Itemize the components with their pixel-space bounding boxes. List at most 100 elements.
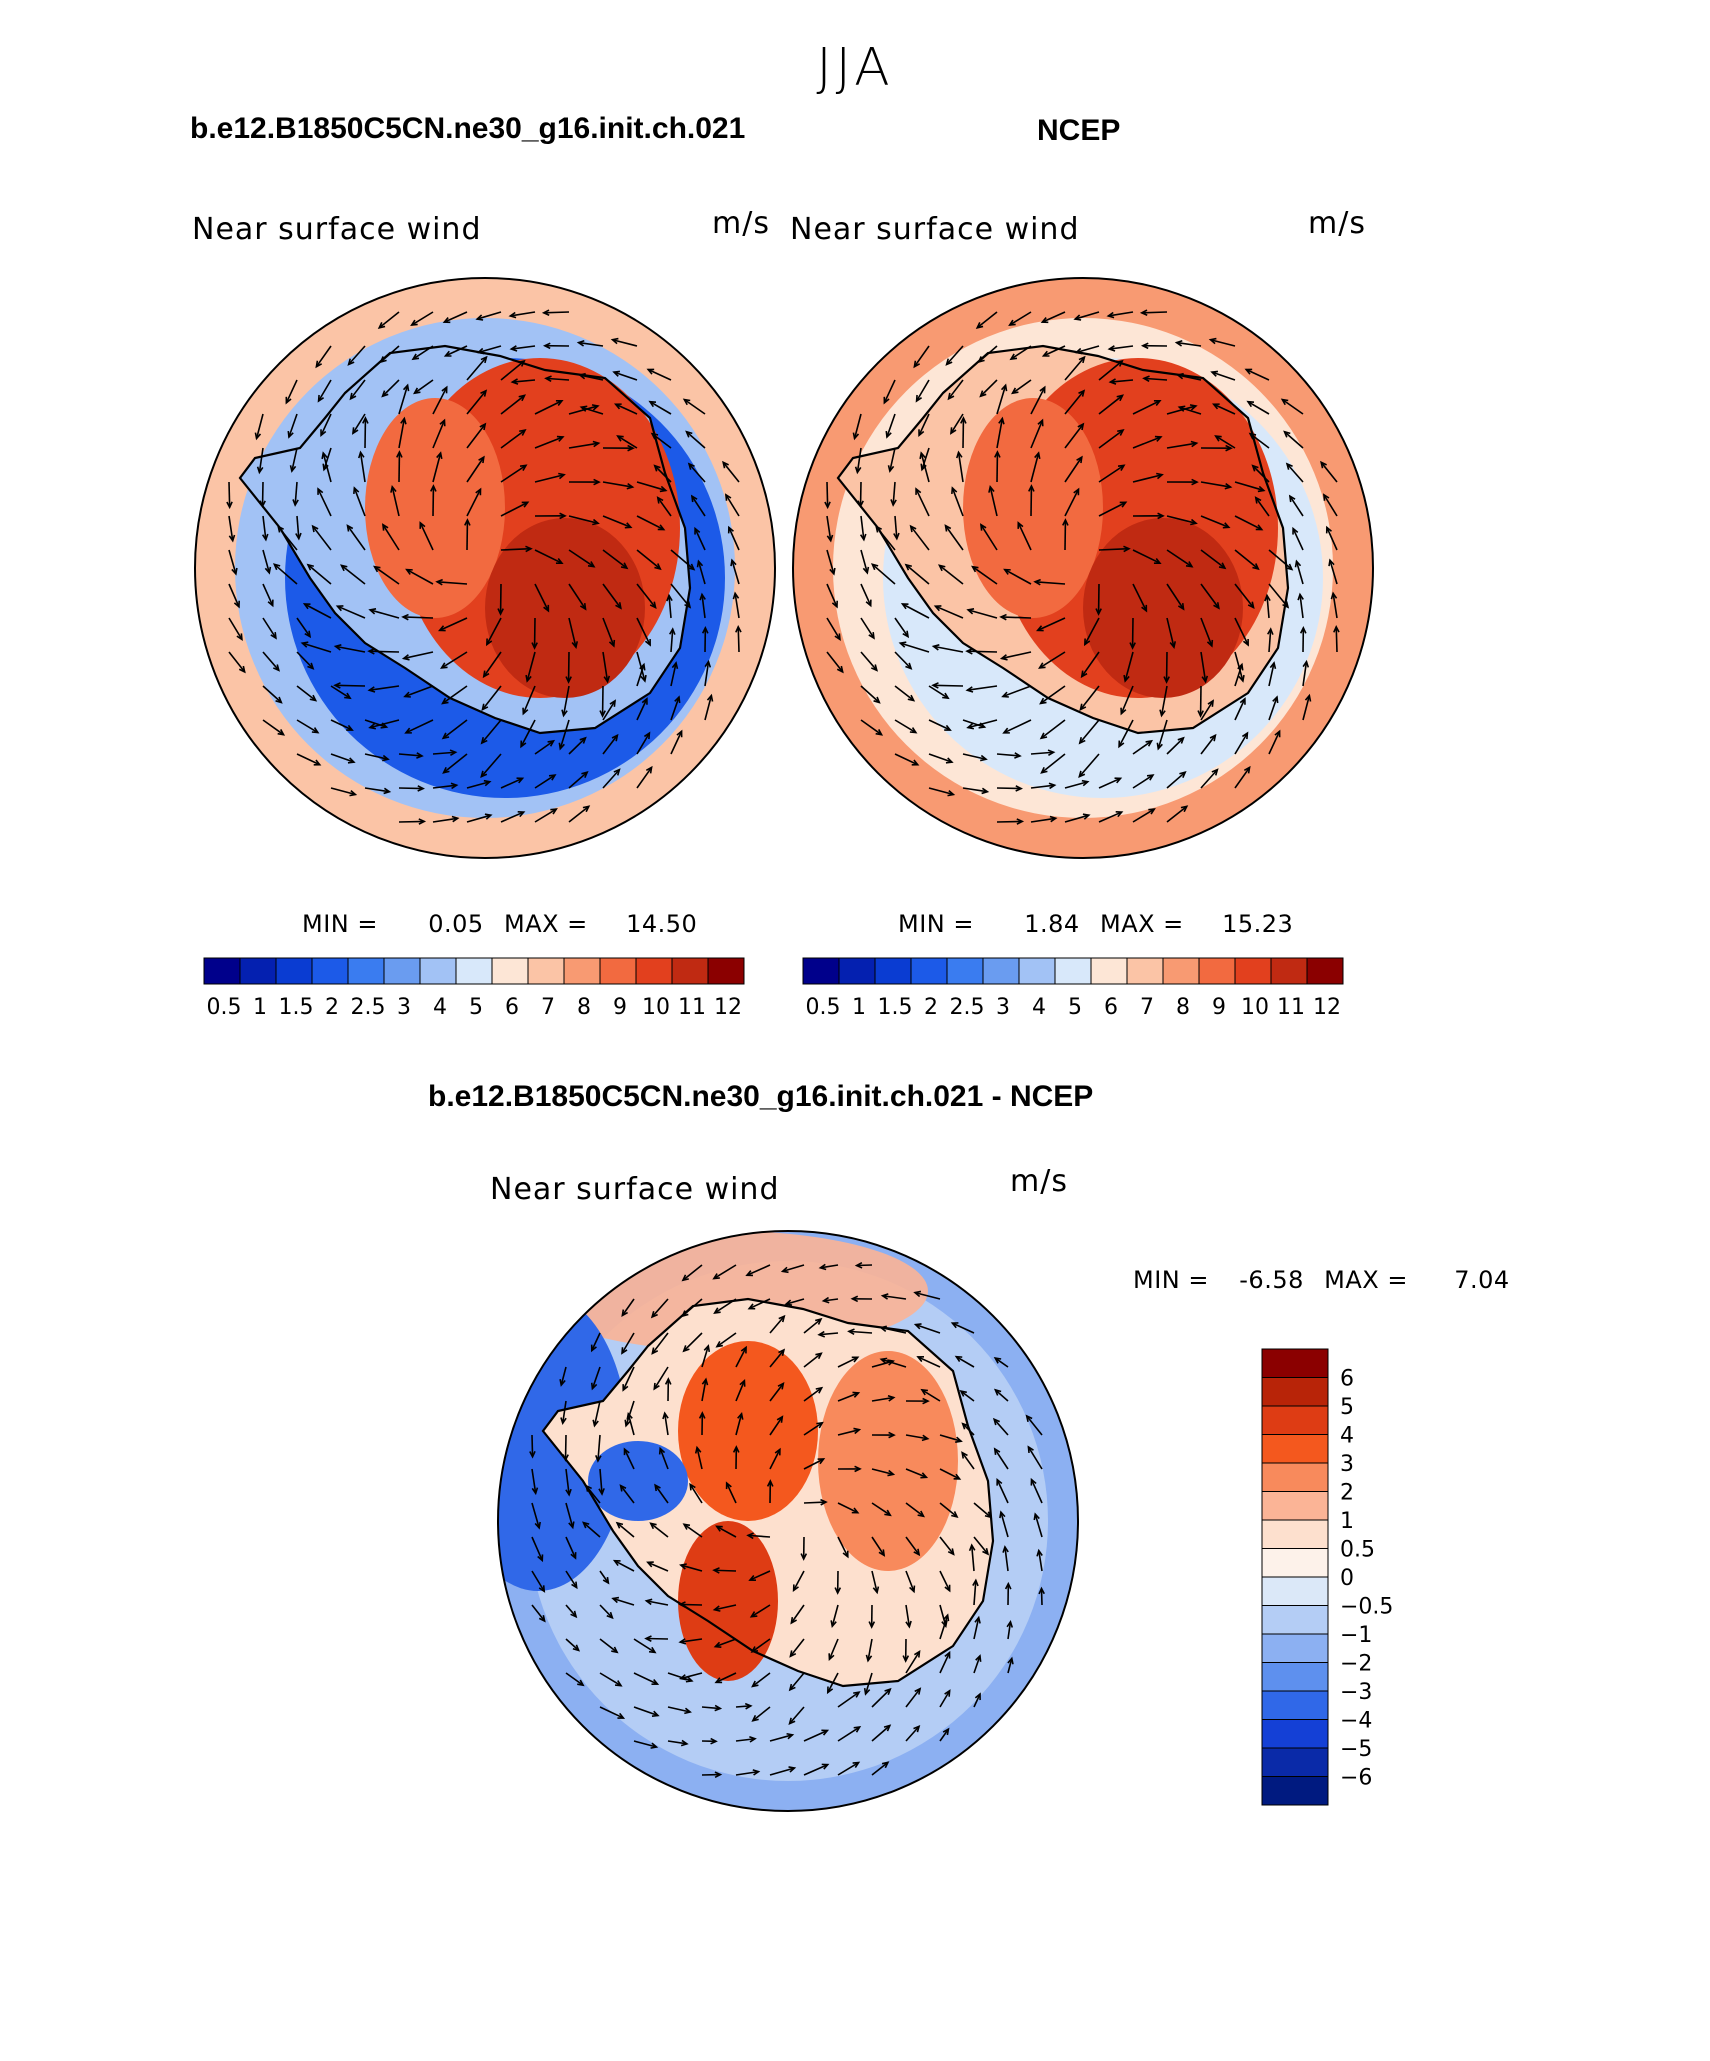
wind-vector [1004,1581,1012,1606]
wind-vector [437,617,468,632]
wind-vector [894,617,910,639]
wind-vector [678,1672,703,1681]
colorbar-box [1198,957,1236,985]
wind-vector [500,501,530,517]
wind-vector [928,719,952,731]
wind-vector [658,1446,669,1470]
wind-vector [1268,549,1294,571]
panel3-min-label: MIN = [1133,1266,1209,1294]
wind-vector [612,370,638,381]
wind-vector [432,782,459,790]
wind-vector [531,617,538,650]
wind-vector [834,1570,842,1595]
wind-vector [666,593,673,619]
colorbar-box [563,957,601,985]
wind-vector [919,451,930,483]
wind-vector [1234,549,1260,571]
coastline-ncep [836,344,1290,735]
wind-vector [254,413,264,441]
wind-vector [1132,435,1163,449]
wind-vector [1129,617,1136,650]
wind-vector [837,1726,862,1742]
colorbar-tick-label: 1 [852,995,866,1020]
wind-vector [992,1417,1009,1436]
wind-vector [1098,811,1124,823]
wind-vector [1200,699,1215,721]
wind-vector [828,1638,839,1661]
wind-vector [937,564,964,585]
wind-vector [432,385,448,415]
wind-vector [712,1567,737,1574]
wind-vector [803,1763,830,1776]
colorbar-tick-label: 2 [924,995,938,1020]
colorbar-tick-label: −2 [1340,1652,1372,1677]
wind-vector [788,1706,805,1726]
wind-vector [979,379,998,398]
wind-vector [689,1482,703,1504]
wind-vector [1267,627,1274,653]
colorbar-box [1126,957,1164,985]
wind-vector [367,685,400,693]
wind-vector [1234,481,1266,493]
wind-vector [582,1521,601,1538]
panel1-stats: MIN = 0.05 MAX = 14.50 [302,910,697,938]
wind-vector [542,342,570,350]
wind-vector [879,1357,907,1368]
colorbar-tick-label: 4 [1032,995,1046,1020]
colorbar-tick-label: −3 [1340,1680,1372,1705]
panel3-min-value: -6.58 [1239,1266,1304,1294]
wind-vector [529,1434,536,1459]
wind-vector [694,526,706,551]
colorbar-tick-label: 0.5 [806,995,841,1020]
wind-vector [900,603,930,619]
wind-vector [1246,400,1270,415]
wind-vector [362,416,369,449]
wind-vector [871,1395,896,1402]
wind-vector [682,398,706,415]
wind-vector [321,451,332,483]
colorbar-box [1162,957,1200,985]
wind-vector [966,719,998,730]
colorbar-box [982,957,1020,985]
wind-vector [432,749,458,756]
wind-vector [602,549,629,570]
wind-vector [893,515,900,541]
wind-vector [667,1739,689,1747]
wind-vector [403,685,434,698]
wind-vector [1234,765,1251,789]
wind-vector [636,731,651,755]
wind-vector [918,413,930,437]
wind-vector [1288,494,1304,517]
wind-vector [228,617,243,641]
wind-vector [662,1411,669,1436]
wind-vector [262,651,280,672]
wind-vector [367,648,400,655]
wind-vector [377,311,400,329]
wind-vector [624,1400,635,1428]
wind-vector [701,1737,718,1745]
wind-vector [724,493,740,517]
wind-vector [696,559,706,585]
wind-vector [1234,583,1255,610]
wind-vector [285,379,298,405]
wind-vector [973,1692,981,1708]
wind-vector [592,1400,601,1428]
wind-vector [1166,515,1198,526]
wind-vector [1078,719,1100,745]
wind-vector [993,1357,1009,1368]
colorbar-tick-label: −6 [1340,1766,1372,1791]
wind-vector [1095,583,1102,616]
wind-vector [531,1468,539,1496]
wind-vector [1234,731,1249,755]
colorbar-box [1261,1519,1329,1549]
wind-vector [531,1570,546,1593]
wind-vector [1062,518,1069,551]
wind-vector [333,644,366,653]
wind-vector [945,345,964,366]
wind-vector [636,617,651,647]
wind-vector [482,651,502,679]
wind-vector [993,1447,1009,1470]
colorbar-box [910,957,948,985]
wind-vector [1030,1477,1043,1504]
colorbar-box [491,957,529,985]
